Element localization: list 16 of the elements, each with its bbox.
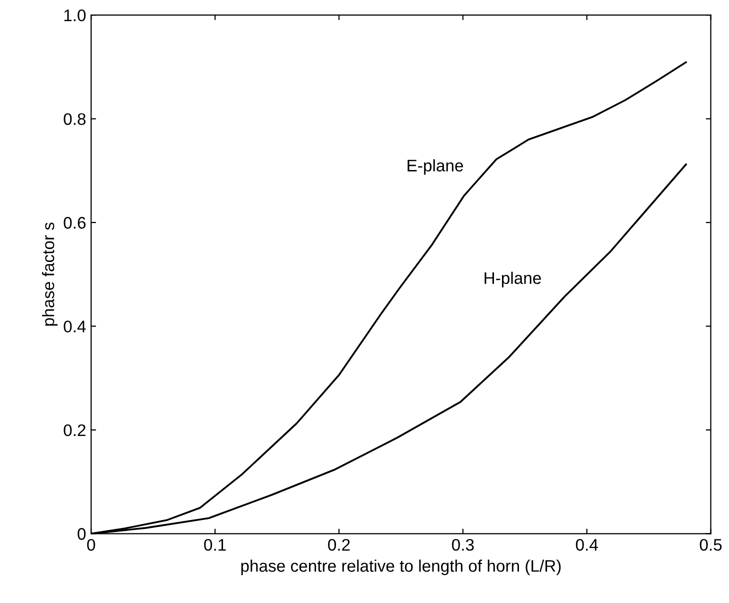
annotation: H-plane xyxy=(484,272,541,288)
x-tick-label: 0.5 xyxy=(700,538,722,551)
y-axis-title: phase factor s xyxy=(42,222,58,326)
y-tick-label: 0.8 xyxy=(64,113,86,125)
x-tick-label: 0.4 xyxy=(576,538,598,551)
x-tick-label: 0.1 xyxy=(204,538,226,551)
x-axis-title: phase centre relative to length of horn (L/R) xyxy=(241,560,561,576)
y-tick-label: 0 xyxy=(78,528,86,540)
y-tick-label: 0.6 xyxy=(64,216,86,229)
x-tick-label: 0.3 xyxy=(452,538,474,551)
y-tick-label: 1.0 xyxy=(64,9,86,22)
x-tick-label: 0.2 xyxy=(328,538,350,551)
y-tick-label: 0.4 xyxy=(64,320,86,332)
y-tick-label: 0.2 xyxy=(64,424,86,436)
annotation: E-plane xyxy=(408,159,464,175)
x-tick-label: 0 xyxy=(87,538,96,551)
